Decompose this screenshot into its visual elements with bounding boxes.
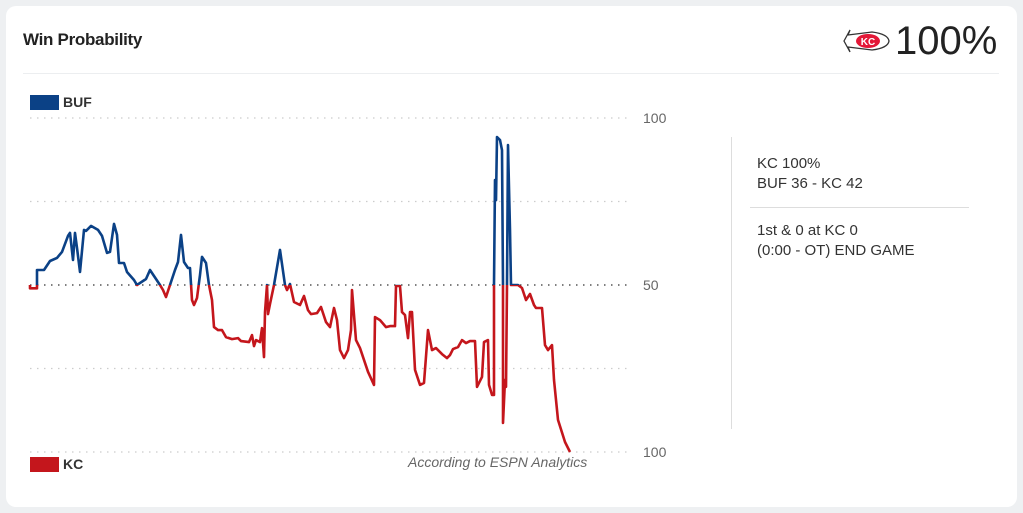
y-tick-label: 100: [643, 110, 667, 126]
play-summary: KC 100% BUF 36 - KC 42: [757, 154, 863, 194]
legend-label-buf: BUF: [63, 94, 92, 110]
panel-divider: [731, 137, 732, 429]
info-divider: [750, 207, 969, 208]
legend-swatch-kc: [30, 456, 59, 472]
card-title: Win Probability: [23, 30, 143, 49]
y-tick-label: 100: [643, 444, 667, 460]
game-clock-text: (0:00 - OT) END GAME: [757, 242, 915, 259]
kc-win-probability-line: [28, 285, 572, 453]
svg-text:KC: KC: [861, 37, 875, 48]
legend-swatch-buf: [30, 94, 59, 110]
espn-analytics-credit: According to ESPN Analytics: [408, 454, 588, 470]
win-probability-card: Win Probability KC 100%: [6, 6, 1017, 507]
win-percentage: 100%: [895, 19, 998, 63]
kc-logo-icon: KC: [843, 29, 890, 53]
score-text: BUF 36 - KC 42: [757, 175, 863, 192]
win-pct-text: KC 100%: [757, 155, 821, 172]
buf-win-probability-line: [28, 135, 521, 285]
down-distance-text: 1st & 0 at KC 0: [757, 222, 858, 239]
y-tick-label: 50: [643, 277, 659, 293]
legend-buf: BUF: [30, 94, 92, 110]
legend-kc: KC: [30, 456, 83, 472]
legend-label-kc: KC: [63, 456, 84, 472]
header-divider: [23, 73, 999, 74]
play-detail: 1st & 0 at KC 0 (0:00 - OT) END GAME: [757, 221, 915, 261]
